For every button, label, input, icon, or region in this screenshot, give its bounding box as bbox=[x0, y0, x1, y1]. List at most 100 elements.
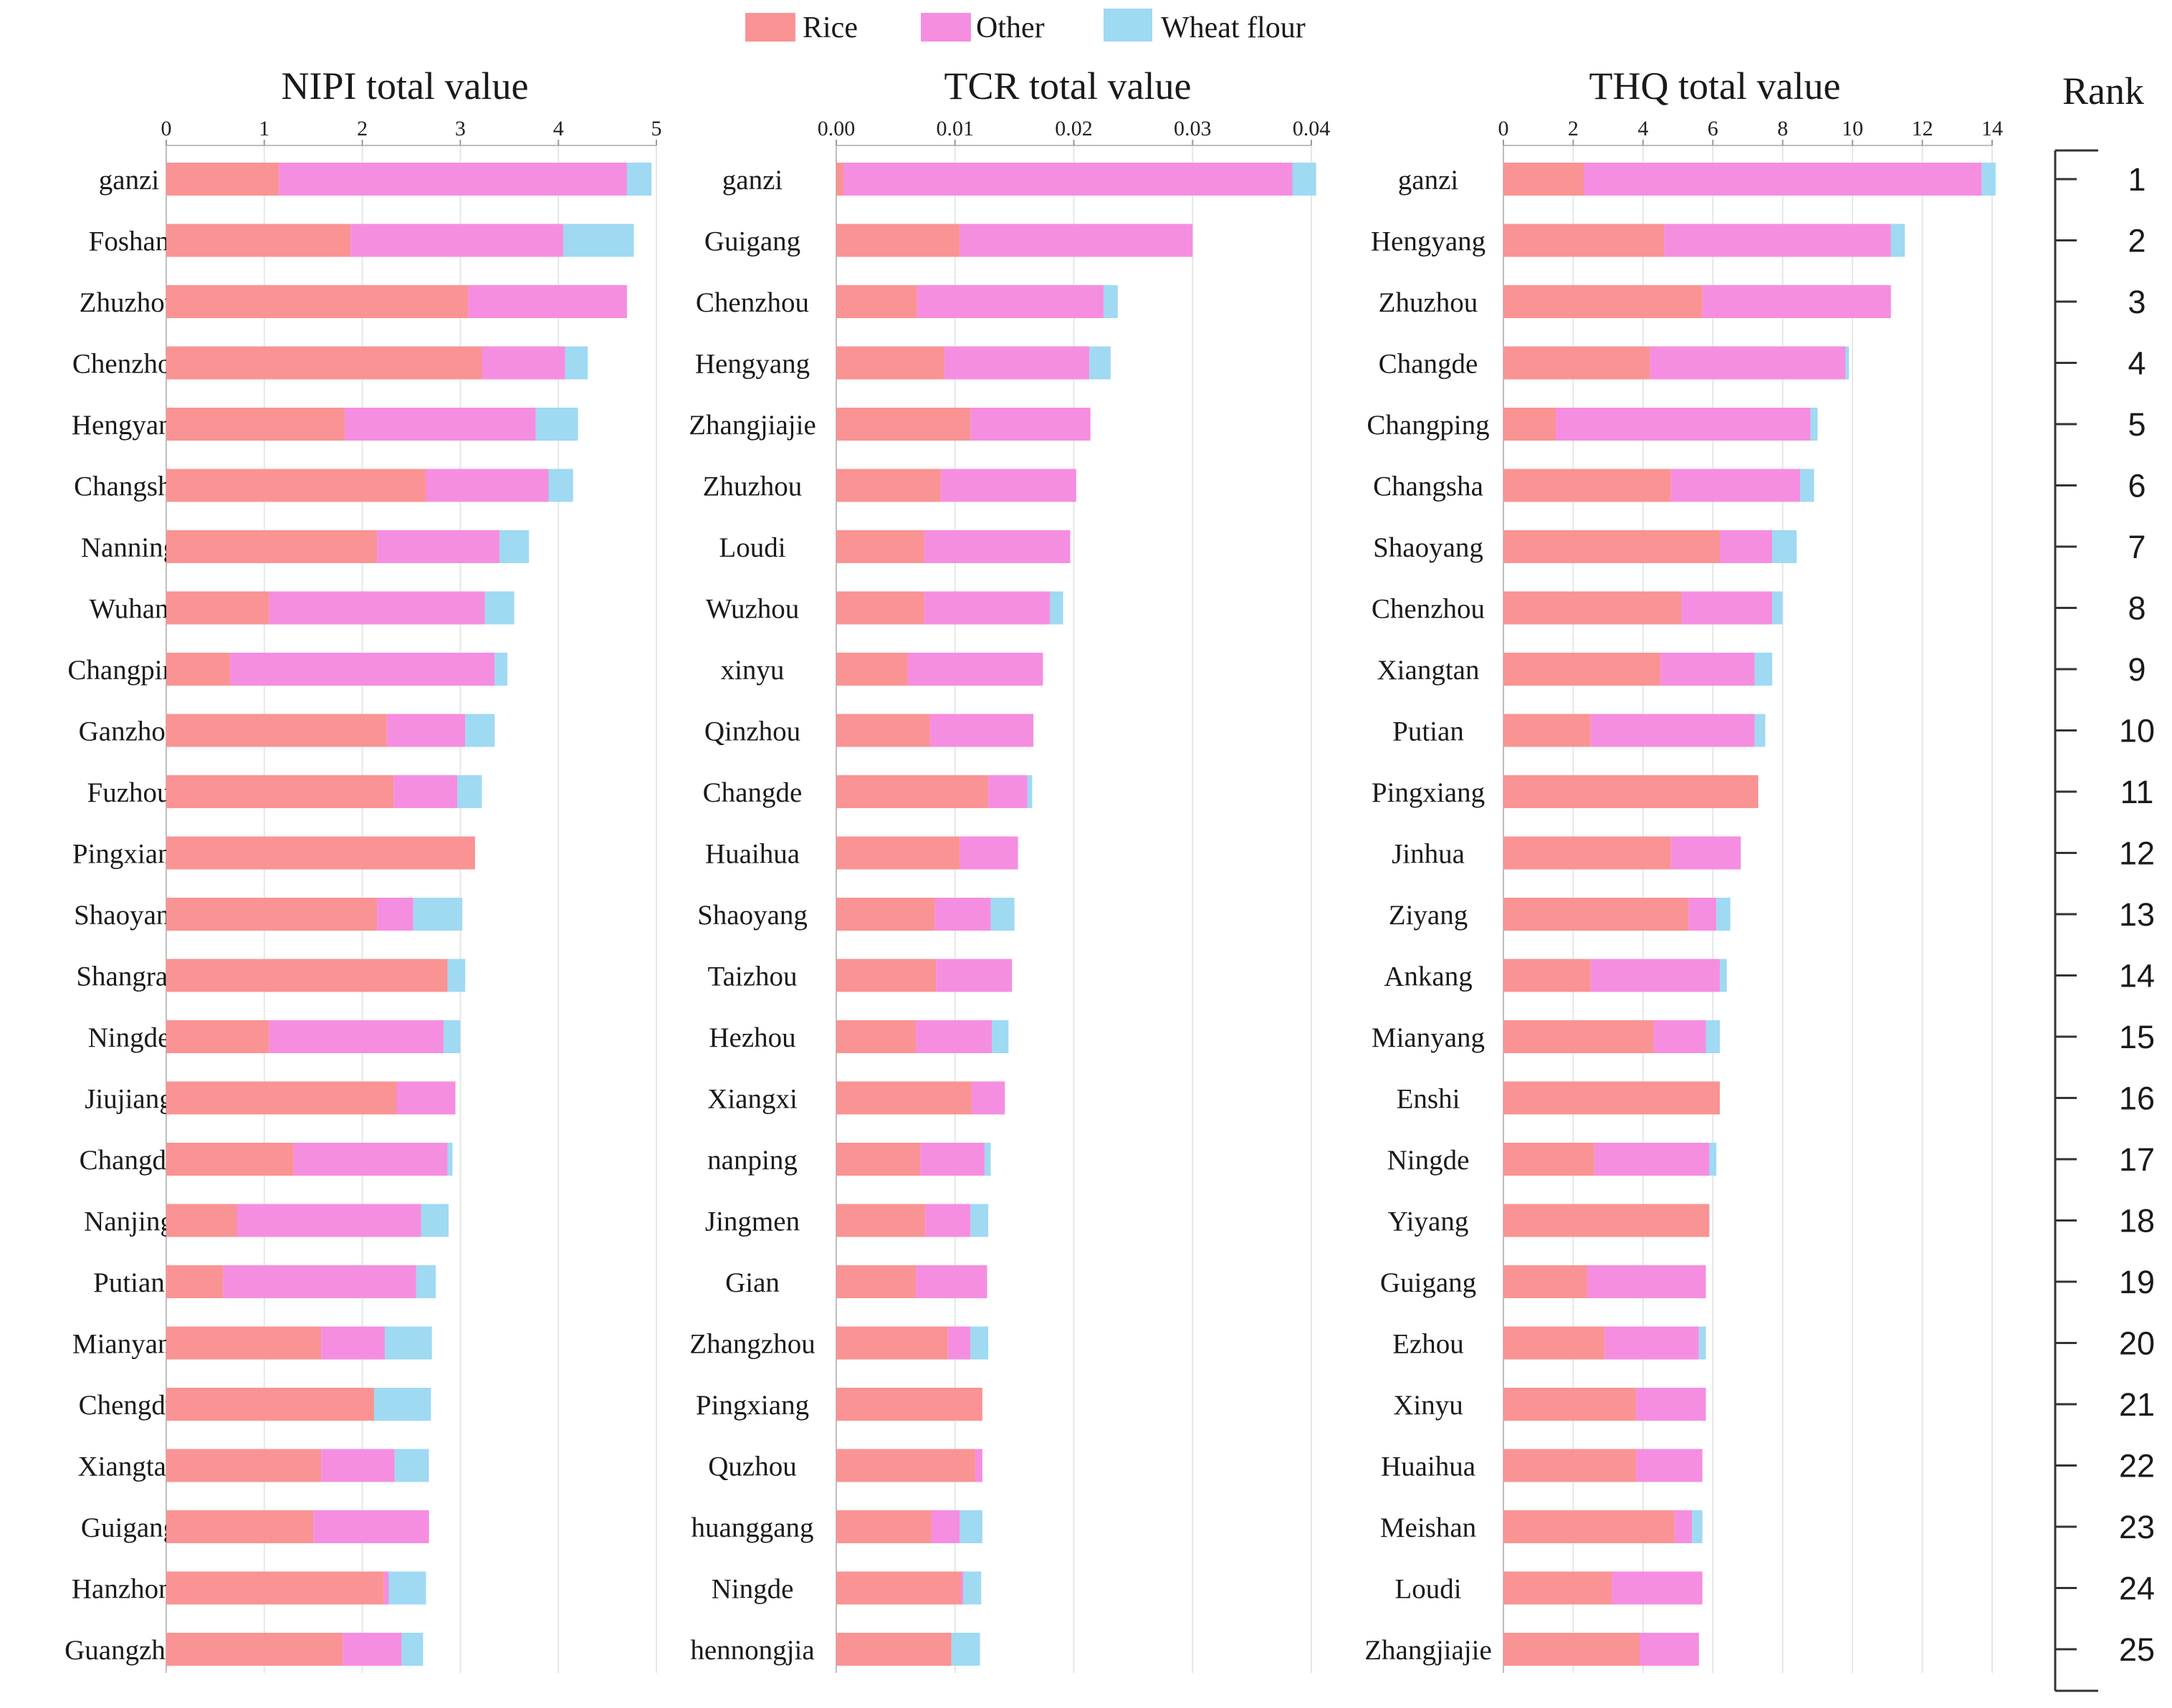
tcr-category-label: Zhangjiajie bbox=[689, 410, 816, 441]
rank-label: 2 bbox=[2128, 223, 2145, 259]
thq-bar-rice-ganzi bbox=[1503, 163, 1584, 196]
tcr-tick-label: 0.00 bbox=[818, 117, 856, 140]
tcr-bar-other-taizhou bbox=[936, 959, 1013, 992]
thq-bar-other-chenzhou bbox=[1681, 591, 1773, 625]
tcr-bar-rice-taizhou bbox=[836, 959, 937, 992]
nipi-bar-other-changde bbox=[293, 1143, 448, 1176]
tcr-category-label: nanping bbox=[707, 1145, 798, 1176]
thq-bar-rice-ankang bbox=[1503, 959, 1591, 992]
thq-bar-rice-zhuzhou bbox=[1503, 285, 1703, 318]
thq-bar-rice-yiyang bbox=[1503, 1204, 1710, 1237]
thq-category-label: Ankang bbox=[1384, 961, 1472, 992]
rank-label: 10 bbox=[2119, 713, 2155, 749]
thq-bar-other-changsha bbox=[1670, 469, 1801, 502]
legend-label-wheat-flour: Wheat flour bbox=[1161, 11, 1306, 44]
nipi-bar-other-putian bbox=[223, 1265, 416, 1298]
tcr-bar-other-quzhou bbox=[975, 1449, 982, 1482]
thq-category-label: Zhangjiajie bbox=[1364, 1635, 1492, 1666]
thq-bar-other-zhangjiajie bbox=[1639, 1633, 1699, 1666]
nipi-bar-rice-foshan bbox=[166, 224, 351, 257]
nipi-bar-other-ganzi bbox=[279, 163, 627, 196]
nipi-bar-wheat-flour-fuzhou bbox=[457, 775, 482, 808]
nipi-bar-rice-chenzhou bbox=[166, 346, 482, 380]
thq-category-label: Ningde bbox=[1387, 1145, 1470, 1176]
tcr-category-label: Qinzhou bbox=[704, 716, 800, 747]
nipi-bar-wheat-flour-nanning bbox=[499, 530, 530, 563]
nipi-bar-rice-changsha bbox=[166, 469, 426, 502]
tcr-bar-rice-hezhou bbox=[836, 1020, 917, 1053]
thq-category-label: Xinyu bbox=[1393, 1390, 1463, 1421]
tcr-bar-rice-qinzhou bbox=[836, 714, 930, 747]
rank-label: 23 bbox=[2119, 1509, 2155, 1545]
nipi-bar-wheat-flour-changping bbox=[494, 653, 508, 686]
nipi-bar-other-chenzhou bbox=[482, 346, 565, 380]
nipi-bar-rice-pingxiang bbox=[166, 836, 475, 870]
tcr-bar-rice-chenzhou bbox=[836, 285, 917, 318]
thq-tick-label: 8 bbox=[1777, 117, 1788, 140]
tcr-bar-rice-loudi bbox=[836, 530, 924, 563]
tcr-bar-other-huaihua bbox=[960, 836, 1018, 870]
nipi-bar-wheat-flour-ganzhou bbox=[465, 714, 495, 747]
tcr-category-label: Guigang bbox=[704, 226, 800, 257]
tcr-category-label: Pingxiang bbox=[696, 1390, 809, 1421]
nipi-bar-wheat-flour-hanzhong bbox=[388, 1571, 426, 1605]
tcr-bar-other-qinzhou bbox=[929, 714, 1034, 747]
legend-swatch-wheat-flour bbox=[1104, 9, 1152, 42]
tcr-bar-rice-huaihua bbox=[836, 836, 960, 870]
thq-category-label: Hengyang bbox=[1371, 226, 1486, 257]
tcr-bar-other-zhuzhou bbox=[940, 469, 1076, 502]
thq-bar-wheat-flour-ankang bbox=[1720, 959, 1727, 992]
tcr-bar-rice-xiangxi bbox=[836, 1081, 972, 1115]
nipi-bar-wheat-flour-shangrao bbox=[447, 959, 466, 992]
thq-bar-other-jinhua bbox=[1670, 836, 1741, 870]
rank-label: 20 bbox=[2119, 1325, 2155, 1362]
thq-category-label: Mianyang bbox=[1372, 1022, 1485, 1053]
nipi-bar-other-wuhan bbox=[269, 591, 485, 625]
nipi-bar-rice-hengyang bbox=[166, 408, 345, 441]
tcr-category-label: Chenzhou bbox=[696, 287, 809, 318]
thq-bar-other-putian bbox=[1590, 714, 1755, 747]
tcr-category-label: huanggang bbox=[691, 1512, 813, 1543]
tcr-bar-wheat-flour-zhangzhou bbox=[970, 1326, 989, 1360]
nipi-bar-other-jiujiang bbox=[396, 1081, 456, 1115]
thq-bar-rice-shaoyang bbox=[1503, 530, 1721, 563]
thq-bar-other-xinyu bbox=[1636, 1388, 1706, 1421]
thq-chart: 0 2 4 6 8 10 12 14 ganzi Hengyang Zhuzhou Changde Ch… bbox=[1364, 117, 2003, 1673]
nipi-category-label: Changsha bbox=[74, 471, 184, 502]
nipi-category-label: Shaoyang bbox=[74, 900, 184, 931]
nipi-bar-wheat-flour-foshan bbox=[563, 224, 634, 257]
nipi-bar-rice-shaoyang bbox=[166, 898, 378, 931]
tcr-chart-title: TCR total value bbox=[944, 64, 1192, 107]
nipi-bar-other-foshan bbox=[350, 224, 564, 257]
tcr-category-label: Jingmen bbox=[705, 1206, 800, 1237]
nipi-bar-rice-shangrao bbox=[166, 959, 448, 992]
thq-bar-rice-chenzhou bbox=[1503, 591, 1682, 625]
nipi-tick-label: 2 bbox=[357, 117, 368, 140]
thq-bar-rice-xinyu bbox=[1503, 1388, 1637, 1421]
nipi-category-label: Shangrao bbox=[76, 961, 181, 992]
tcr-category-label: Loudi bbox=[719, 532, 785, 563]
thq-tick-label: 12 bbox=[1912, 117, 1933, 140]
tcr-bar-other-chenzhou bbox=[917, 285, 1104, 318]
rank-label: 11 bbox=[2120, 774, 2154, 810]
nipi-category-label: Ganzhou bbox=[79, 716, 180, 747]
tcr-bar-other-hengyang bbox=[944, 346, 1090, 380]
thq-category-label: Putian bbox=[1392, 716, 1464, 747]
thq-bar-other-ganzi bbox=[1584, 163, 1982, 196]
thq-bar-rice-huaihua bbox=[1503, 1449, 1637, 1482]
thq-category-label: Huaihua bbox=[1381, 1452, 1475, 1482]
rank-label: 6 bbox=[2128, 468, 2145, 504]
nipi-category-label: Changde bbox=[80, 1145, 179, 1176]
thq-category-label: Loudi bbox=[1394, 1574, 1461, 1605]
tcr-category-label: hennongjia bbox=[690, 1635, 814, 1666]
tcr-tick-label: 0.04 bbox=[1293, 117, 1331, 140]
tcr-bar-rice-huanggang bbox=[836, 1510, 932, 1543]
tcr-category-label: Shaoyang bbox=[697, 900, 808, 931]
tcr-bar-other-shaoyang bbox=[934, 898, 991, 931]
nipi-bar-other-hanzhong bbox=[383, 1571, 389, 1605]
tcr-bar-rice-gian bbox=[836, 1265, 917, 1298]
tcr-category-label: Hezhou bbox=[709, 1022, 795, 1053]
nipi-bar-rice-mianyang bbox=[166, 1326, 322, 1360]
tcr-category-label: Wuzhou bbox=[706, 594, 800, 625]
thq-bar-rice-enshi bbox=[1503, 1081, 1721, 1115]
